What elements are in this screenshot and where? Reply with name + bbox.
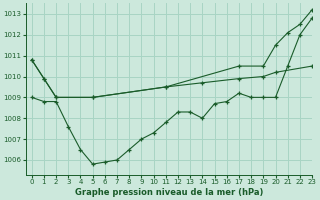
- X-axis label: Graphe pression niveau de la mer (hPa): Graphe pression niveau de la mer (hPa): [75, 188, 263, 197]
